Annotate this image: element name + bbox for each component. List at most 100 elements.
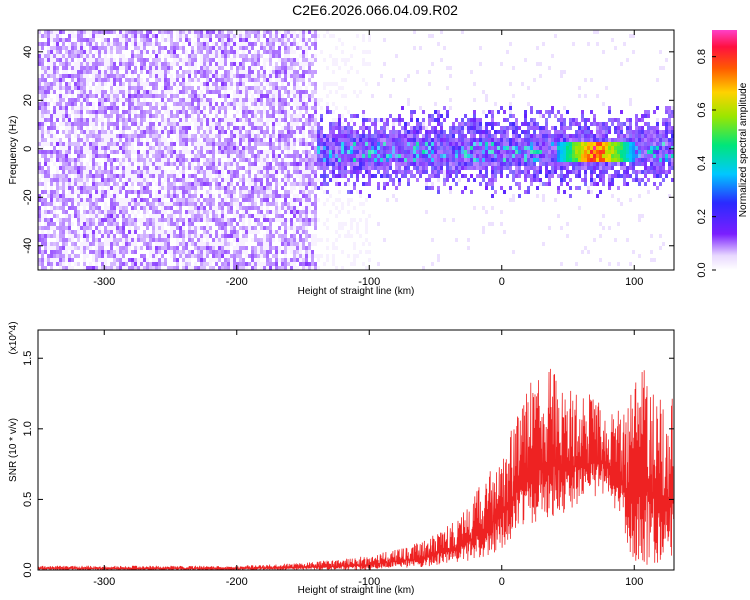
spectrogram-cell [281,250,284,254]
spectrogram-cell [71,182,74,186]
spectrogram-cell [74,134,77,138]
spectrogram-cell [311,90,314,94]
spectrogram-cell [329,158,332,162]
spectrogram-cell [44,182,47,186]
spectrogram-cell [296,114,299,118]
spectrogram-cell [359,202,362,206]
spectrogram-cell [131,250,134,254]
spectrogram-cell [167,50,170,54]
spectrogram-cell [278,182,281,186]
spectrogram-cell [125,158,128,162]
spectrogram-cell [38,102,41,106]
spectrogram-cell [236,262,239,266]
spectrogram-cell [260,42,263,46]
spectrogram-cell [200,262,203,266]
spectrogram-cell [185,106,188,110]
spectrogram-cell [347,154,350,158]
spectrogram-cell [266,186,269,190]
spectrogram-cell [107,206,110,210]
spectrogram-cell [149,246,152,250]
spectrogram-cell [365,82,368,86]
spectrogram-cell [74,234,77,238]
spectrogram-cell [155,86,158,90]
spectrogram-cell [167,142,170,146]
spectrogram-cell [89,234,92,238]
spectrogram-cell [251,206,254,210]
spectrogram-cell [83,138,86,142]
spectrogram-cell [296,226,299,230]
spectrogram-cell [218,150,221,154]
spectrogram-cell [260,90,263,94]
spectrogram-cell [188,242,191,246]
spectrogram-cell [242,186,245,190]
spectrogram-cell [122,74,125,78]
spectrogram-cell [137,158,140,162]
spectrogram-cell [89,146,92,150]
spectrogram-cell [263,238,266,242]
spectrogram-cell [101,230,104,234]
spectrogram-cell [128,70,131,74]
spectrogram-cell [95,66,98,70]
spectrogram-cell [341,166,344,170]
spectrogram-cell [383,154,386,158]
spectrogram-cell [305,182,308,186]
spectrogram-cell [224,54,227,58]
spectrogram-cell [182,162,185,166]
spectrogram-cell [287,218,290,222]
spectrogram-cell [68,234,71,238]
spectrogram-cell [176,238,179,242]
spectrogram-cell [248,226,251,230]
spectrogram-cell [197,102,200,106]
spectrogram-cell [167,190,170,194]
spectrogram-cell [119,210,122,214]
spectrogram-cell [95,146,98,150]
spectrogram-cell [302,254,305,258]
spectrogram-cell [293,70,296,74]
spectrogram-cell [260,86,263,90]
spectrogram-cell [122,106,125,110]
spectrogram-cell [350,170,353,174]
spectrogram-cell [221,226,224,230]
spectrogram-cell [74,214,77,218]
spectrogram-cell [329,90,332,94]
spectrogram-cell [86,126,89,130]
spectrogram-cell [173,210,176,214]
spectrogram-cell [134,98,137,102]
spectrogram-cell [302,222,305,226]
spectrogram-cell [314,194,317,198]
spectrogram-cell [176,258,179,262]
spectrogram-cell [305,194,308,198]
spectrogram-cell [257,250,260,254]
spectrogram-cell [200,42,203,46]
spectrogram-cell [191,162,194,166]
spectrogram-cell [155,202,158,206]
spectrogram-cell [227,238,230,242]
spectrogram-cell [188,54,191,58]
spectrogram-cell [176,90,179,94]
spectrogram-cell [203,86,206,90]
spectrogram-cell [212,98,215,102]
spectrogram-cell [137,78,140,82]
spectrogram-cell [50,218,53,222]
spectrogram-cell [299,142,302,146]
spectrogram-cell [251,54,254,58]
spectrogram-cell [317,166,320,170]
spectrogram-cell [284,166,287,170]
spectrogram-cell [293,74,296,78]
spectrogram-cell [209,34,212,38]
spectrogram-cell [242,226,245,230]
spectrogram-cell [158,122,161,126]
spectrogram-cell [248,118,251,122]
spectrogram-cell [179,198,182,202]
spectrogram-cell [272,114,275,118]
spectrogram-cell [182,194,185,198]
spectrogram-cell [47,110,50,114]
spectrogram-cell [170,198,173,202]
spectrogram-cell [95,250,98,254]
spectrogram-cell [167,234,170,238]
spectrogram-cell [284,146,287,150]
spectrogram-cell [284,198,287,202]
spectrogram-cell [290,70,293,74]
spectrogram-cell [206,202,209,206]
spectrogram-cell [245,246,248,250]
